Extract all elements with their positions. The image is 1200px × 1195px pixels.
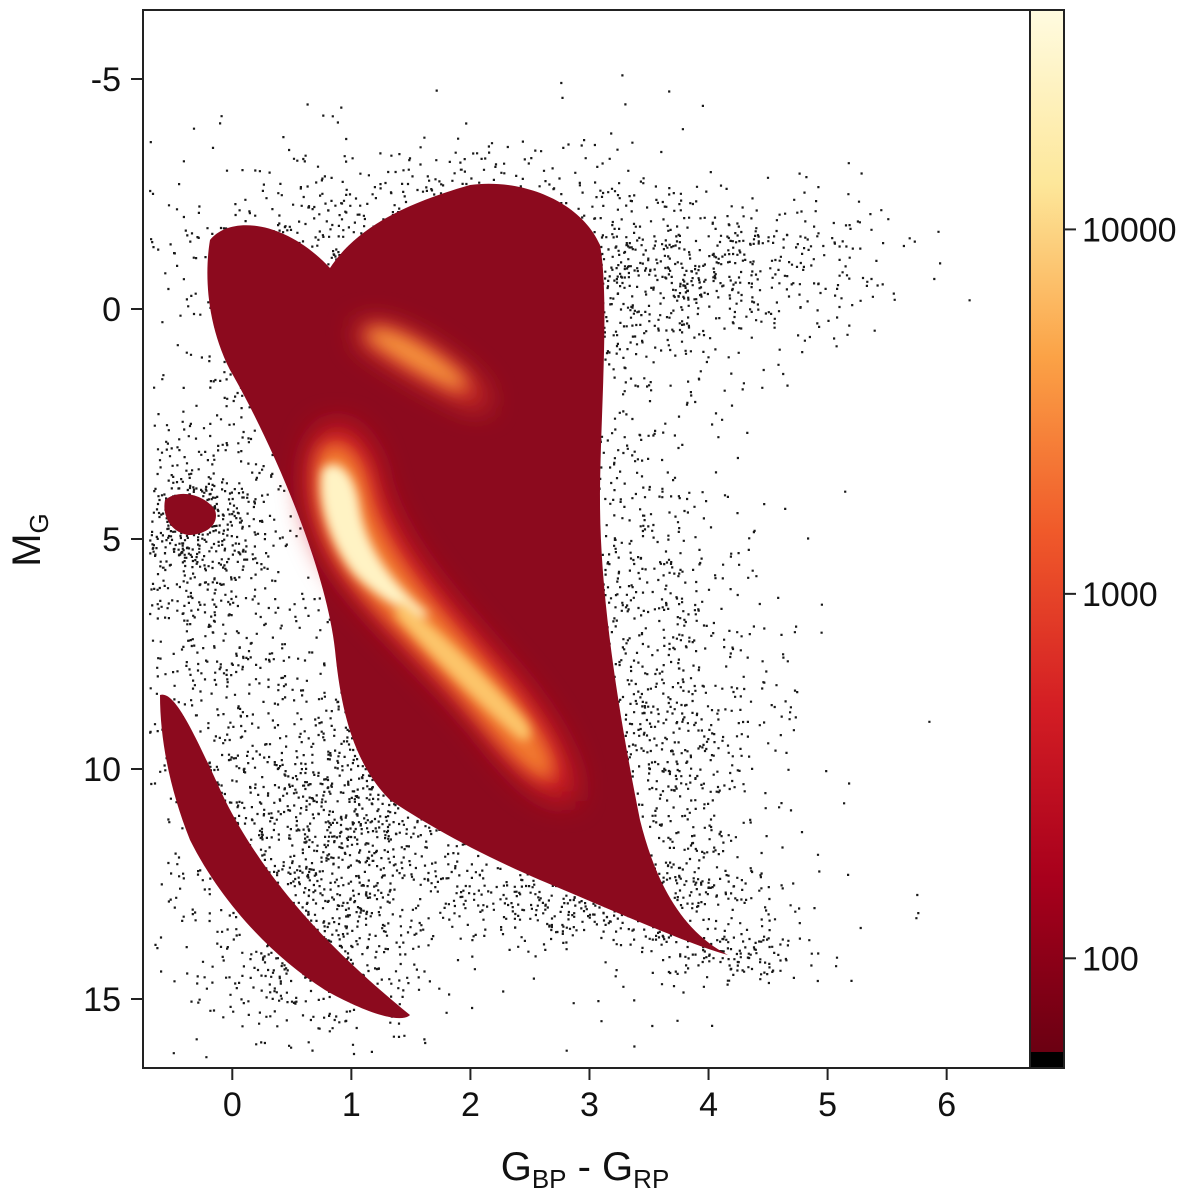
colorbar: 100 1000 10000 <box>1029 9 1177 1069</box>
x-tick-label: 3 <box>580 1086 599 1124</box>
giant-branch-main-sequence-density-region <box>207 183 729 955</box>
y-tick-label: 15 <box>83 981 121 1019</box>
y-axis-ticks: -5 0 5 10 15 <box>83 61 143 1019</box>
x-tick-label: 6 <box>937 1086 956 1124</box>
x-tick-label: 2 <box>461 1086 480 1124</box>
scatter-points <box>149 74 971 1059</box>
x-tick-label: 5 <box>818 1086 837 1124</box>
x-tick-label: 0 <box>223 1086 242 1124</box>
subdwarf-clump-density-region <box>164 493 216 535</box>
x-axis-title: GBP - GRP <box>501 1145 670 1194</box>
colorbar-frame <box>1029 9 1065 1069</box>
colorbar-tick-label: 1000 <box>1082 576 1158 614</box>
y-axis-title: MG <box>5 513 54 567</box>
sparse-star-points <box>149 74 971 1059</box>
white-dwarf-density-region <box>160 694 410 1019</box>
red-clump-mid-glow <box>365 328 467 391</box>
colorbar-tick-label: 10000 <box>1082 211 1177 249</box>
main-sequence-lower-ridge <box>395 600 531 741</box>
plot-area <box>143 10 1030 1068</box>
main-sequence-peak <box>320 464 430 616</box>
density-map <box>160 183 729 1019</box>
x-tick-label: 1 <box>342 1086 361 1124</box>
y-tick-label: 10 <box>83 751 121 789</box>
y-tick-label: 5 <box>102 521 121 559</box>
colorbar-fill <box>1030 10 1064 1068</box>
x-tick-label: 4 <box>699 1086 718 1124</box>
y-tick-label: 0 <box>102 291 121 329</box>
x-axis-ticks: 0 1 2 3 4 5 6 <box>223 1068 956 1124</box>
y-tick-label: -5 <box>91 61 121 99</box>
colorbar-tick-label: 100 <box>1082 940 1139 978</box>
colorbar-ticks: 100 1000 10000 <box>1064 211 1177 978</box>
